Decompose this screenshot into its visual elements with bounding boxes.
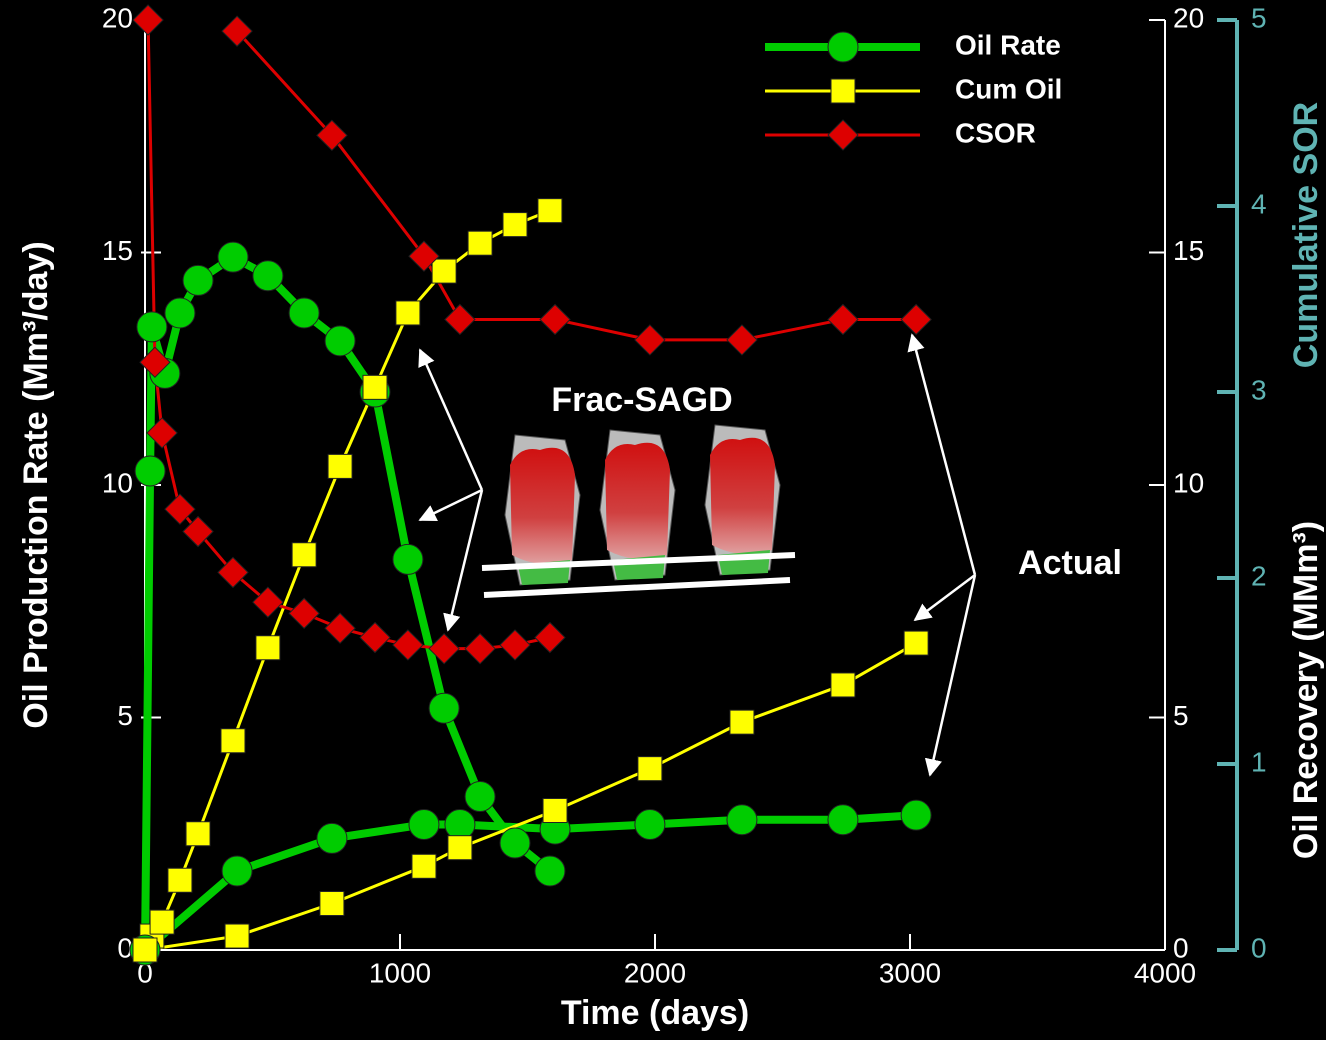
- point: [635, 325, 665, 355]
- y3-axis-title: Cumulative SOR: [1287, 102, 1325, 368]
- point: [412, 854, 436, 878]
- y2-tick-label: 10: [1173, 467, 1204, 498]
- x-tick-label: 1000: [369, 957, 431, 988]
- point: [448, 836, 472, 860]
- y-tick-label: 15: [102, 235, 133, 266]
- y2-tick-label: 20: [1173, 2, 1204, 33]
- point: [289, 298, 319, 328]
- point: [503, 213, 527, 237]
- point: [901, 800, 931, 830]
- point: [168, 868, 192, 892]
- y2-tick-label: 15: [1173, 235, 1204, 266]
- point: [429, 693, 459, 723]
- point: [292, 543, 316, 567]
- point: [538, 199, 562, 223]
- point: [543, 799, 567, 823]
- point: [831, 673, 855, 697]
- point: [445, 809, 475, 839]
- point: [137, 312, 167, 342]
- point: [393, 630, 423, 660]
- point: [727, 325, 757, 355]
- point: [225, 924, 249, 948]
- point: [150, 910, 174, 934]
- point: [535, 623, 565, 653]
- legend-marker: [828, 32, 858, 62]
- point: [638, 757, 662, 781]
- point: [727, 805, 757, 835]
- y3-tick-label: 2: [1251, 560, 1267, 591]
- series-line: [145, 643, 916, 950]
- frac-sagd-schematic: [482, 425, 795, 595]
- point: [828, 304, 858, 334]
- point: [635, 809, 665, 839]
- point: [325, 326, 355, 356]
- point: [186, 822, 210, 846]
- point: [500, 828, 530, 858]
- point: [500, 630, 530, 660]
- y-axis-title: Oil Production Rate (Mm³/day): [17, 241, 55, 728]
- point: [253, 261, 283, 291]
- point: [221, 729, 245, 753]
- series-line: [145, 815, 916, 950]
- point: [320, 892, 344, 916]
- point: [409, 809, 439, 839]
- point: [218, 242, 248, 272]
- point: [325, 613, 355, 643]
- point: [465, 634, 495, 664]
- legend-marker: [828, 120, 858, 150]
- point: [135, 456, 165, 486]
- point: [133, 938, 157, 962]
- y2-tick-label: 0: [1173, 932, 1189, 963]
- annotation: Frac-SAGD: [551, 381, 732, 419]
- y-tick-label: 5: [117, 700, 133, 731]
- point: [828, 805, 858, 835]
- point: [133, 5, 163, 35]
- point: [730, 710, 754, 734]
- x-tick-label: 2000: [624, 957, 686, 988]
- legend-label: Cum Oil: [955, 73, 1062, 104]
- point: [360, 623, 390, 653]
- y3-tick-label: 5: [1251, 2, 1267, 33]
- point: [540, 304, 570, 334]
- y-tick-label: 10: [102, 467, 133, 498]
- y3-tick-label: 3: [1251, 374, 1267, 405]
- point: [363, 375, 387, 399]
- x-tick-label: 3000: [879, 957, 941, 988]
- y3-tick-label: 4: [1251, 188, 1267, 219]
- point: [901, 304, 931, 334]
- point: [256, 636, 280, 660]
- x-axis-title: Time (days): [561, 994, 749, 1032]
- y2-axis-title: Oil Recovery (MMm³): [1287, 521, 1325, 859]
- y2-tick-label: 5: [1173, 700, 1189, 731]
- point: [317, 823, 347, 853]
- legend-label: CSOR: [955, 117, 1036, 148]
- point: [165, 298, 195, 328]
- point: [289, 598, 319, 628]
- point: [222, 856, 252, 886]
- point: [393, 544, 423, 574]
- point: [165, 494, 195, 524]
- legend-label: Oil Rate: [955, 29, 1061, 60]
- point: [328, 454, 352, 478]
- y-tick-label: 20: [102, 2, 133, 33]
- y3-tick-label: 1: [1251, 746, 1267, 777]
- point: [468, 231, 492, 255]
- point: [904, 631, 928, 655]
- point: [465, 782, 495, 812]
- point: [535, 856, 565, 886]
- annotation: Actual: [1018, 544, 1122, 582]
- point: [183, 265, 213, 295]
- series-line: [237, 31, 916, 340]
- point: [445, 304, 475, 334]
- point: [396, 301, 420, 325]
- legend-marker: [831, 79, 855, 103]
- point: [432, 259, 456, 283]
- y3-tick-label: 0: [1251, 932, 1267, 963]
- chart: 010002000300040000510152005101520012345 …: [0, 0, 1326, 1040]
